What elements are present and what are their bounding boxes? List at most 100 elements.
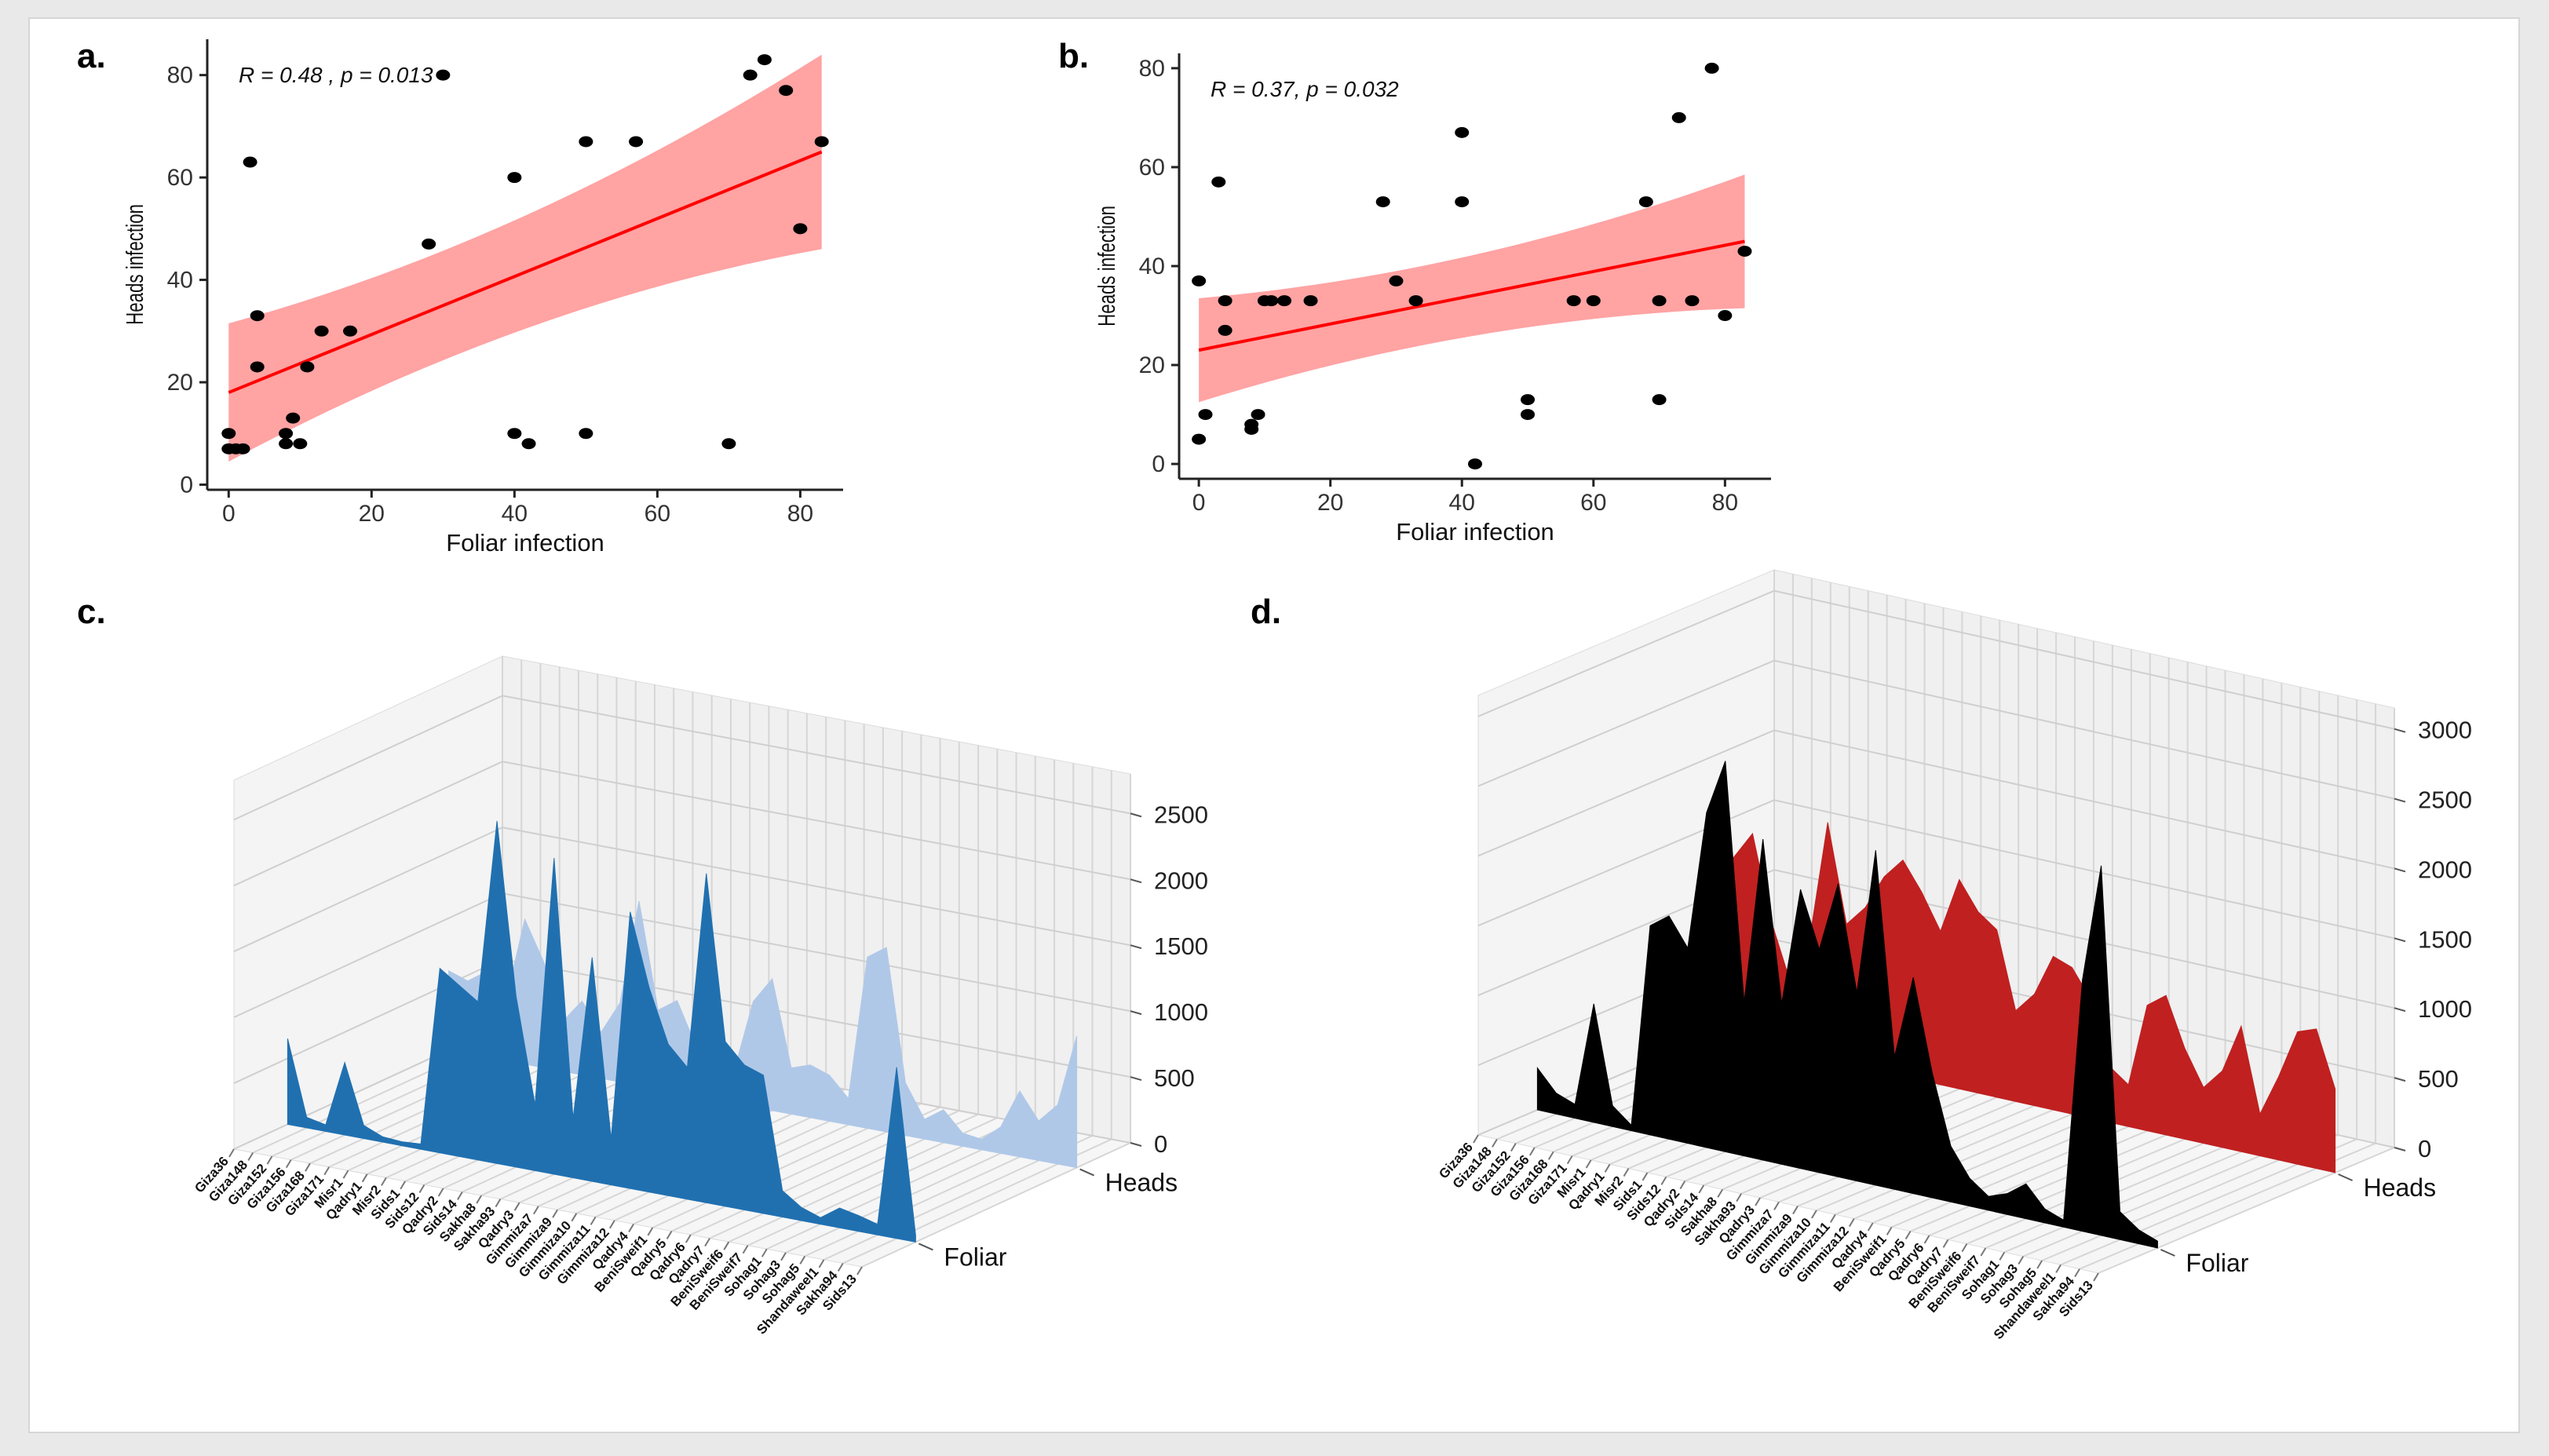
data-point — [1671, 111, 1686, 123]
data-point — [1521, 394, 1536, 406]
data-point — [293, 438, 308, 450]
area3d-chart-2: 05001000150020002500FoliarHeadsGiza36Giz… — [192, 655, 1208, 1337]
x-tick-label: 40 — [1449, 490, 1475, 516]
panel-label-a: a. — [77, 37, 106, 75]
figure-canvas: a. b. c. d. 0 20 40 60 80 0 20 40 60 80 Foliar infecti… — [77, 37, 2472, 1342]
z-tick-mark — [2394, 1147, 2406, 1151]
x-tick-mark — [400, 1180, 407, 1190]
x-tick-mark — [1792, 1206, 1799, 1215]
x-tick-mark — [780, 1252, 787, 1261]
z-tick-mark — [1130, 1076, 1142, 1082]
x-tick-mark — [685, 1234, 692, 1243]
data-point — [279, 428, 294, 440]
x-tick-mark — [1585, 1159, 1592, 1169]
x-tick-mark — [2036, 1260, 2043, 1269]
grid-line — [1477, 589, 2395, 730]
z-tick-mark — [1130, 812, 1142, 818]
x-tick-label: 40 — [502, 501, 528, 527]
data-point — [1218, 295, 1233, 307]
z-tick-mark — [1130, 1142, 1142, 1147]
x-tick-mark — [1698, 1184, 1705, 1194]
y-tick-label: 60 — [167, 165, 193, 191]
z-tick-mark — [2394, 797, 2406, 803]
data-point — [629, 136, 644, 148]
z-tick-mark — [2394, 867, 2406, 873]
panel-label-b: b. — [1058, 37, 1089, 75]
x-axis-title: Foliar infection — [1396, 518, 1554, 546]
z-tick-label: 0 — [1154, 1130, 1167, 1158]
x-tick-mark — [1528, 1147, 1536, 1156]
depth-label: Foliar — [2186, 1249, 2248, 1277]
x-tick-mark — [533, 1206, 539, 1215]
panel-label-c: c. — [77, 593, 106, 631]
y-tick-label: 40 — [1139, 254, 1165, 279]
x-tick-mark — [1923, 1235, 1930, 1244]
x-tick-mark — [571, 1213, 578, 1222]
data-point — [1389, 275, 1404, 286]
z-tick-label: 2000 — [1154, 867, 1208, 894]
x-tick-mark — [495, 1199, 502, 1208]
data-point — [507, 428, 522, 440]
x-tick-mark — [1904, 1231, 1912, 1240]
x-tick-mark — [2093, 1272, 2099, 1282]
data-point — [1408, 295, 1423, 307]
depth-label: Heads — [1105, 1169, 1178, 1197]
data-point — [1737, 246, 1752, 257]
data-point — [1521, 409, 1536, 421]
data-point — [1638, 196, 1653, 208]
grid-line — [233, 695, 1131, 821]
area-series — [448, 900, 1078, 1169]
data-point — [436, 69, 451, 81]
x-tick-label: 80 — [787, 501, 813, 527]
panel-label-d: d. — [1251, 593, 1281, 631]
data-point — [757, 54, 772, 66]
data-point — [314, 325, 329, 337]
data-point — [221, 428, 236, 440]
data-point — [279, 438, 294, 450]
z-tick-label: 2000 — [2418, 856, 2472, 883]
x-tick-mark — [1510, 1143, 1517, 1152]
data-point — [1198, 409, 1213, 421]
x-tick-mark — [418, 1184, 425, 1193]
x-tick-mark — [704, 1238, 710, 1247]
data-point — [1303, 295, 1318, 307]
x-tick-mark — [1829, 1213, 1836, 1223]
x-tick-label: 60 — [645, 501, 670, 527]
x-tick-mark — [590, 1216, 597, 1225]
area-series — [1536, 761, 2158, 1249]
x-tick-mark — [1604, 1163, 1611, 1173]
x-tick-mark — [513, 1202, 520, 1211]
x-tick-label: 0 — [1192, 490, 1206, 516]
y-tick-label: 80 — [1139, 56, 1165, 82]
x-tick-mark — [228, 1148, 235, 1158]
depth-tick-mark — [2160, 1249, 2175, 1257]
x-axis-title: Foliar infection — [446, 529, 604, 556]
x-tick-mark — [361, 1173, 368, 1183]
x-tick-mark — [457, 1191, 463, 1201]
depth-label: Heads — [2364, 1173, 2437, 1202]
z-tick-label: 3000 — [2418, 717, 2472, 744]
grid-line — [1477, 799, 2395, 940]
data-point — [579, 136, 593, 148]
data-point — [286, 412, 301, 424]
z-tick-mark — [1130, 944, 1142, 950]
x-tick-mark — [305, 1162, 311, 1172]
x-tick-mark — [1848, 1218, 1855, 1228]
data-point — [507, 172, 522, 184]
x-tick-mark — [1473, 1134, 1479, 1144]
correlation-annotation: R = 0.48 , p = 0.013 — [239, 63, 433, 87]
area3d-chart-3: 050010001500200025003000FoliarHeadsGiza3… — [1436, 569, 2472, 1342]
data-point — [579, 428, 593, 440]
data-point — [250, 361, 265, 373]
x-tick-mark — [1961, 1243, 1968, 1253]
y-tick-label: 0 — [180, 472, 193, 498]
x-tick-mark — [666, 1231, 673, 1240]
z-tick-label: 1000 — [2418, 995, 2472, 1023]
x-tick-mark — [837, 1262, 844, 1272]
depth-tick-mark — [1079, 1168, 1095, 1177]
data-point — [1685, 295, 1700, 307]
data-point — [1251, 409, 1265, 421]
x-tick-label: 80 — [1712, 490, 1738, 516]
z-tick-mark — [2394, 728, 2406, 733]
x-tick-label: 20 — [1317, 490, 1343, 516]
